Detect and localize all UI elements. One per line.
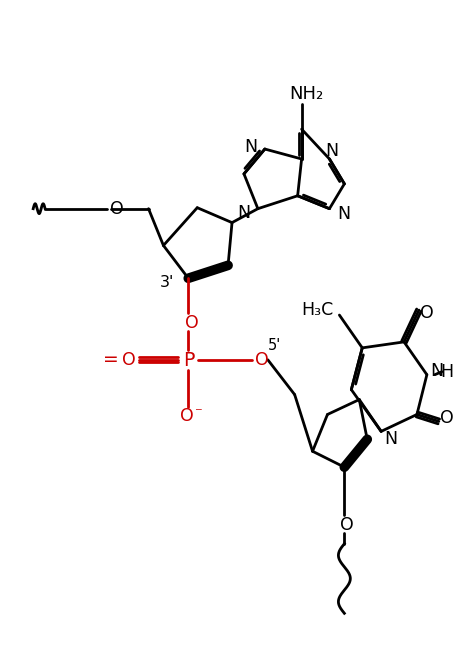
Text: 5': 5' — [268, 339, 282, 354]
Text: N: N — [384, 430, 398, 448]
Text: O: O — [122, 351, 136, 369]
Text: NH₂: NH₂ — [290, 85, 324, 103]
Text: O: O — [420, 304, 434, 322]
Text: N: N — [325, 142, 338, 160]
Text: O: O — [185, 314, 199, 332]
Text: 3': 3' — [160, 275, 174, 290]
Text: H: H — [440, 363, 453, 381]
Text: N: N — [430, 362, 443, 380]
Text: =: = — [103, 350, 118, 369]
Text: N: N — [237, 203, 250, 222]
Text: N: N — [337, 205, 351, 223]
Text: N: N — [244, 138, 257, 156]
Text: ⁻: ⁻ — [194, 405, 202, 420]
Text: P: P — [183, 351, 195, 370]
Text: O: O — [255, 351, 269, 369]
Text: H₃C: H₃C — [301, 301, 334, 319]
Text: O: O — [440, 410, 454, 428]
Text: O: O — [181, 408, 194, 426]
Text: O: O — [340, 516, 354, 534]
Text: O: O — [110, 200, 124, 218]
